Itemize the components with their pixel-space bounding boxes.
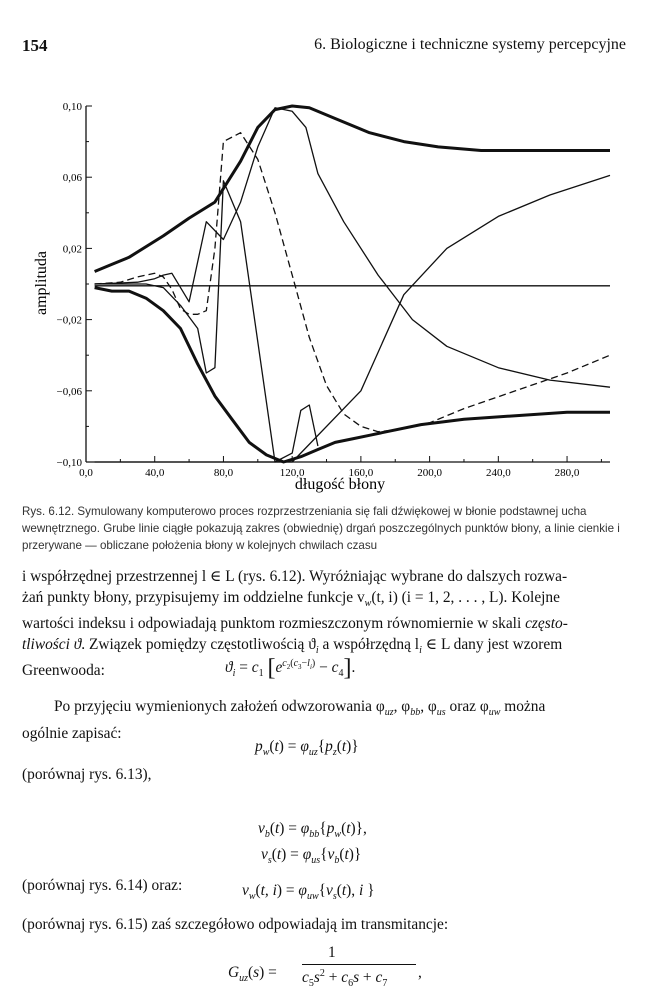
equation-vb: vb(t) = φbb{pw(t)}, — [258, 820, 367, 841]
membrane-chart: 0,0 40,0 80,0 120,0 160,0 200,0 240,0 280,0 0,10… — [33, 101, 611, 493]
x-tick-label: 40,0 — [145, 467, 165, 479]
x-tick-label: 120,0 — [280, 467, 305, 479]
p1-line-5: Greenwooda: — [22, 662, 105, 680]
p1-line-4: tliwości ϑ. Związek pomiędzy częstotliwo… — [22, 635, 563, 656]
y-tick-label: 0,10 — [63, 101, 83, 113]
equation-vw: vw(t, i) = φuw{vs(t), i } — [242, 882, 375, 903]
x-tick-label: 200,0 — [417, 467, 442, 479]
x-axis-label: długość błony — [295, 476, 385, 493]
reference-2: (porównaj rys. 6.14) oraz: — [22, 877, 183, 894]
x-tick-label: 280,0 — [555, 467, 580, 479]
p1-line-2: żań punkty błony, przypisujemy im oddzie… — [22, 588, 560, 609]
fraction-denominator: c5s2 + c6s + c7 — [302, 968, 388, 990]
p2-line-1: Po przyjęciu wymienionych założeń odwzor… — [54, 698, 546, 719]
y-tick-label: 0,06 — [63, 172, 83, 184]
x-tick-label: 240,0 — [486, 467, 511, 479]
series-line-7-thin — [94, 174, 611, 463]
equation-pw: pw(t) = φuz{pz(t)} — [255, 738, 359, 759]
y-tick-label: −0,02 — [57, 315, 82, 327]
y-tick-label: 0,02 — [63, 243, 82, 255]
x-tick-label: 160,0 — [349, 467, 374, 479]
paragraph-1: i współrzędnej przestrzennej l ∈ L (rys.… — [22, 567, 628, 682]
p1-line-3: wartości indeksu i odpowiadają punktom r… — [22, 615, 568, 633]
y-tick-label: −0,10 — [57, 457, 83, 469]
figure-caption: Rys. 6.12. Symulowany komputerowo proces… — [22, 505, 620, 552]
series-line-2-thick — [94, 286, 610, 464]
fraction-bar — [302, 964, 416, 965]
series-line-5-dashed — [94, 132, 611, 433]
series-line-4-thin — [94, 107, 611, 388]
p2-line-2: ogólnie zapisać: — [22, 724, 122, 742]
y-tick-label: −0,06 — [57, 386, 83, 398]
reference-3: (porównaj rys. 6.15) zaś szczegółowo odp… — [22, 916, 449, 933]
y-axis-label: amplituda — [33, 251, 50, 315]
reference-1: (porównaj rys. 6.13), — [22, 766, 152, 783]
x-tick-label: 80,0 — [214, 467, 234, 479]
running-title: 6. Biologiczne i techniczne systemy perc… — [314, 36, 626, 53]
series-line-1-thick — [94, 104, 610, 273]
chart-frame — [85, 106, 610, 463]
fraction-numerator: 1 — [328, 944, 336, 961]
x-tick-label: 0,0 — [79, 467, 93, 479]
equation-vs: vs(t) = φus{vb(t)} — [261, 846, 362, 867]
page-number: 154 — [22, 36, 48, 55]
series-line-3-thin — [94, 180, 319, 463]
chart-series — [94, 104, 611, 464]
chart-ticks: 0,0 40,0 80,0 120,0 160,0 200,0 240,0 280,0 0,10… — [57, 101, 602, 479]
paragraph-2: Po przyjęciu wymienionych założeń odwzor… — [22, 697, 628, 744]
p1-line-1: i współrzędnej przestrzennej l ∈ L (rys.… — [22, 568, 568, 585]
greenwood-equation: ϑi = c1 [ec2(c3−li) − c4]. — [225, 655, 356, 681]
